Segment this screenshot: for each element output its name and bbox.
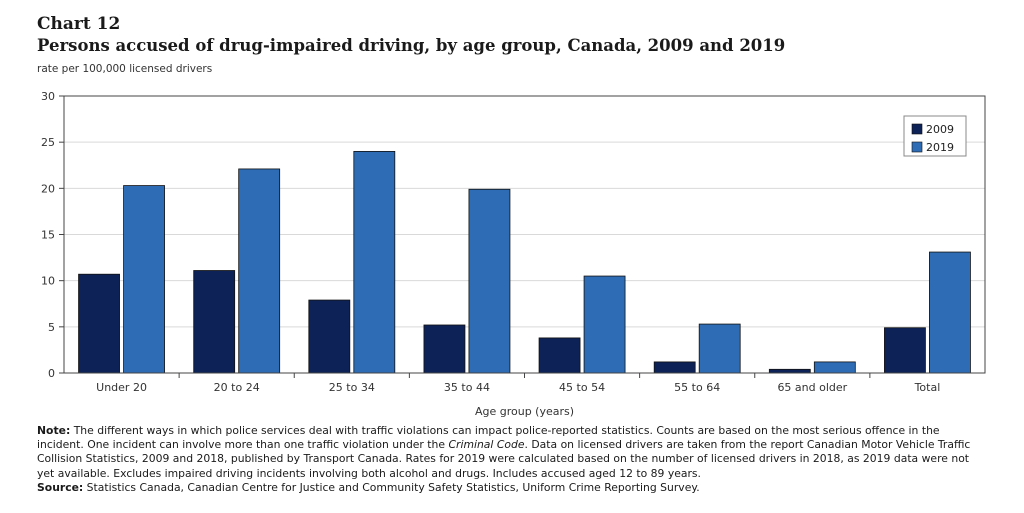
bar-2009-1 xyxy=(193,270,236,374)
legend-label-2019: 2019 xyxy=(926,141,954,154)
bar-2009-6 xyxy=(768,368,811,374)
bar-2009-0 xyxy=(78,273,120,374)
source-paragraph: Source: Statistics Canada, Canadian Cent… xyxy=(37,481,987,495)
chart-title: Persons accused of drug-impaired driving… xyxy=(37,36,786,55)
y-axis-unit-label: rate per 100,000 licensed drivers xyxy=(37,63,213,75)
chart-number: Chart 12 xyxy=(37,14,121,34)
footnote: Note: The different ways in which police… xyxy=(37,424,987,495)
source-label: Source: xyxy=(37,480,84,494)
x-tick-label: Total xyxy=(914,381,941,394)
bar-2019-7 xyxy=(929,251,971,374)
bar-2019-6 xyxy=(813,361,856,374)
y-tick-label: 30 xyxy=(41,90,55,103)
y-tick-label: 0 xyxy=(48,367,55,380)
x-axis-label: Age group (years) xyxy=(475,405,574,418)
note-text-1: The different ways in which police servi… xyxy=(37,424,940,452)
bar-2019-4 xyxy=(583,275,626,374)
y-tick-label: 20 xyxy=(41,182,55,195)
bar-2019-5 xyxy=(698,323,741,374)
bar-2019-0 xyxy=(123,185,165,374)
bar-2009-2 xyxy=(308,299,351,374)
x-tick-label: 45 to 54 xyxy=(559,381,605,394)
y-tick-label: 15 xyxy=(41,229,55,242)
note-label: Note: xyxy=(37,424,71,437)
legend-swatch-2019 xyxy=(911,141,923,153)
x-tick-label: 55 to 64 xyxy=(674,381,720,394)
x-tick-label: 20 to 24 xyxy=(214,381,260,394)
plot-frame xyxy=(63,95,986,374)
bar-chart: 0 5 10 15 20 25 30 Under 20 20 to 24 25 to 34 35 … xyxy=(41,90,986,418)
x-tick-label: 25 to 34 xyxy=(329,381,375,394)
bars xyxy=(78,150,971,374)
bar-2009-3 xyxy=(423,324,466,374)
bar-2019-1 xyxy=(238,168,281,374)
bar-2019-2 xyxy=(353,150,396,374)
x-tick-label: Under 20 xyxy=(96,381,147,394)
legend-swatch-2009 xyxy=(911,123,923,135)
y-axis-ticks: 0 5 10 15 20 25 30 xyxy=(41,90,64,380)
legend: 2009 2019 xyxy=(903,115,967,157)
bar-2009-4 xyxy=(538,337,581,374)
legend-label-2009: 2009 xyxy=(926,123,954,136)
x-axis-ticks: Under 20 20 to 24 25 to 34 35 to 44 45 to 54… xyxy=(96,373,940,394)
source-text: Statistics Canada, Canadian Centre for J… xyxy=(83,480,700,494)
y-tick-label: 10 xyxy=(41,275,55,288)
bar-2009-7 xyxy=(884,327,926,374)
note-text-2: . Data on licensed drivers are taken fro… xyxy=(37,438,971,480)
note-italic: Criminal Code xyxy=(448,438,525,452)
note-paragraph: Note: The different ways in which police… xyxy=(37,424,987,481)
x-tick-label: 65 and older xyxy=(777,381,847,394)
bar-2009-5 xyxy=(653,361,696,374)
y-tick-label: 25 xyxy=(41,136,55,149)
x-tick-label: 35 to 44 xyxy=(444,381,490,394)
y-tick-label: 5 xyxy=(48,321,55,334)
bar-2019-3 xyxy=(468,188,511,374)
